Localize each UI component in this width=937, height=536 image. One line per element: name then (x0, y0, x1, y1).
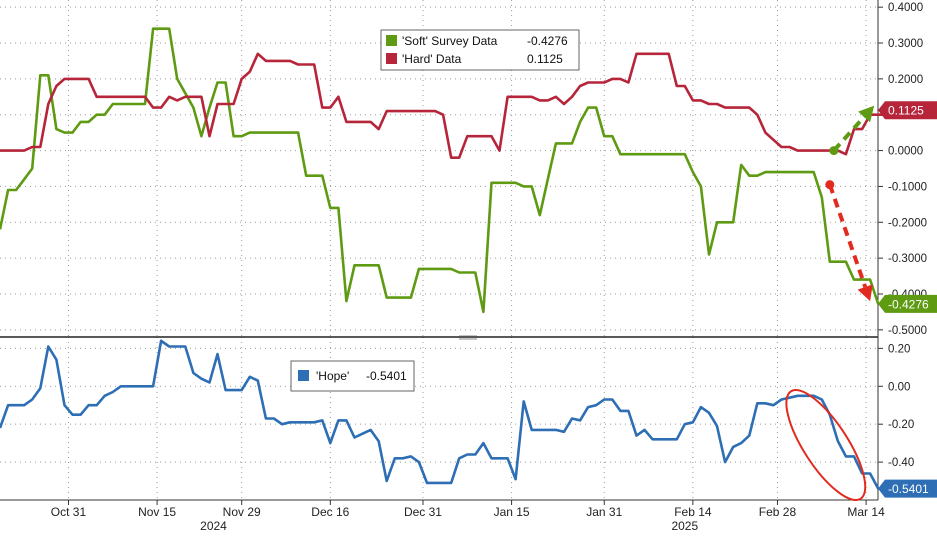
legend-hope-label: 'Hope' (316, 369, 349, 383)
top-y-tick-label: 0.0000 (888, 146, 923, 158)
bottom-legend-box (290, 360, 415, 392)
last-value-flags: 0.1125 -0.4276 -0.5401 (878, 101, 937, 498)
x-tick-label: Nov 15 (138, 505, 176, 519)
x-tick-label: Mar 14 (847, 505, 885, 519)
hard-data-line (0, 52, 895, 159)
top-y-tick-label: 0.4000 (888, 2, 923, 14)
legend-soft-label: 'Soft' Survey Data (402, 34, 498, 48)
bottom-y-tick-label: 0.20 (888, 343, 910, 355)
x-tick-label: Oct 31 (51, 505, 87, 519)
legend-hard-value: 0.1125 (527, 52, 563, 66)
x-tick-label: Jan 31 (586, 505, 622, 519)
x-tick-label: Dec 31 (404, 505, 442, 519)
x-tick-label: Feb 14 (674, 505, 712, 519)
bottom-panel-grid (0, 337, 878, 500)
legend-soft-value: -0.4276 (527, 34, 568, 48)
legend-hope-value: -0.5401 (366, 369, 407, 383)
hard-last-value-flag-text: 0.1125 (888, 104, 924, 118)
bottom-y-tick-label: -0.40 (888, 457, 914, 469)
x-year-label: 2025 (671, 519, 698, 533)
panel-resize-handle[interactable] (459, 335, 477, 340)
top-y-tick-label: -0.5000 (888, 325, 927, 337)
red-highlight-ellipse (785, 389, 867, 502)
hope-line (0, 339, 880, 490)
legend-soft-swatch (386, 35, 397, 46)
x-tick-label: Dec 16 (311, 505, 349, 519)
x-axis: Oct 31 Nov 15 Nov 29 Dec 16 Dec 31 Jan 15 Jan … (51, 500, 885, 533)
top-legend-box (380, 29, 580, 71)
bottom-y-tick-label: 0.00 (888, 381, 910, 393)
hard-last-value-flag: 0.1125 (878, 101, 937, 120)
top-legend: 'Soft' Survey Data -0.4276 'Hard' Data 0… (380, 29, 580, 71)
legend-hard-label: 'Hard' Data (402, 52, 462, 66)
top-y-tick-label: -0.1000 (888, 181, 927, 193)
green-up-arrow (829, 105, 875, 156)
bottom-y-tick-label: -0.20 (888, 419, 914, 431)
top-y-tick-label: 0.3000 (888, 38, 923, 50)
soft-survey-line (0, 27, 880, 314)
soft-last-value-flag: -0.4276 (878, 294, 937, 313)
hope-last-value-flag-text: -0.5401 (888, 482, 929, 496)
x-tick-label: Nov 29 (223, 505, 261, 519)
x-tick-label: Jan 15 (494, 505, 530, 519)
legend-hard-swatch (386, 53, 397, 64)
series-layer (0, 27, 895, 490)
top-y-tick-label: -0.2000 (888, 217, 927, 229)
red-down-arrow (825, 180, 873, 302)
bottom-y-axis: 0.20 0.00 -0.20 -0.40 (878, 343, 914, 469)
hope-last-value-flag: -0.5401 (878, 479, 937, 498)
soft-last-value-flag-text: -0.4276 (888, 297, 929, 311)
top-y-tick-label: -0.3000 (888, 253, 927, 265)
top-y-tick-label: 0.2000 (888, 74, 923, 86)
annotation-layer (785, 105, 875, 502)
bottom-legend: 'Hope' -0.5401 (290, 360, 415, 392)
top-y-axis: 0.40000.30000.20000.10000.0000-0.1000-0.… (878, 2, 927, 337)
x-tick-label: Feb 28 (759, 505, 797, 519)
legend-hope-swatch (298, 370, 309, 381)
x-year-label: 2024 (200, 519, 227, 533)
